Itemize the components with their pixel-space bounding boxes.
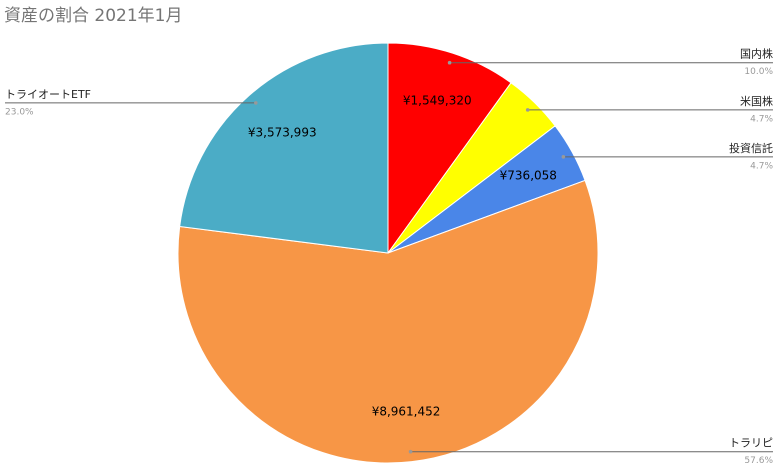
pie-slice	[177, 179, 599, 464]
legend-label: 米国株	[740, 94, 773, 108]
percent-label: 4.7%	[750, 114, 773, 124]
leader-dot	[525, 108, 530, 112]
legend-label: トライオートETF	[5, 88, 91, 101]
percent-label: 10.0%	[744, 67, 773, 77]
value-label: ¥8,961,452	[372, 404, 441, 418]
leader-dot	[561, 155, 566, 159]
leader-dot	[254, 101, 258, 105]
value-label: ¥736,058	[500, 169, 557, 183]
pie-slice	[179, 42, 389, 254]
legend-label: トラリピ	[729, 437, 773, 450]
percent-label: 4.7%	[750, 161, 773, 171]
legend-label: 国内株	[740, 47, 773, 61]
pie-slice	[387, 42, 512, 255]
percent-label: 23.0%	[5, 107, 34, 117]
value-label: ¥1,549,320	[403, 93, 472, 107]
leader-dot	[447, 60, 452, 65]
leader-dot	[408, 449, 413, 454]
chart-title: 資産の割合 2021年1月	[4, 6, 182, 26]
value-label: ¥3,573,993	[248, 125, 317, 139]
legend-label: 投資信託	[729, 141, 773, 155]
percent-label: 57.6%	[744, 456, 773, 465]
